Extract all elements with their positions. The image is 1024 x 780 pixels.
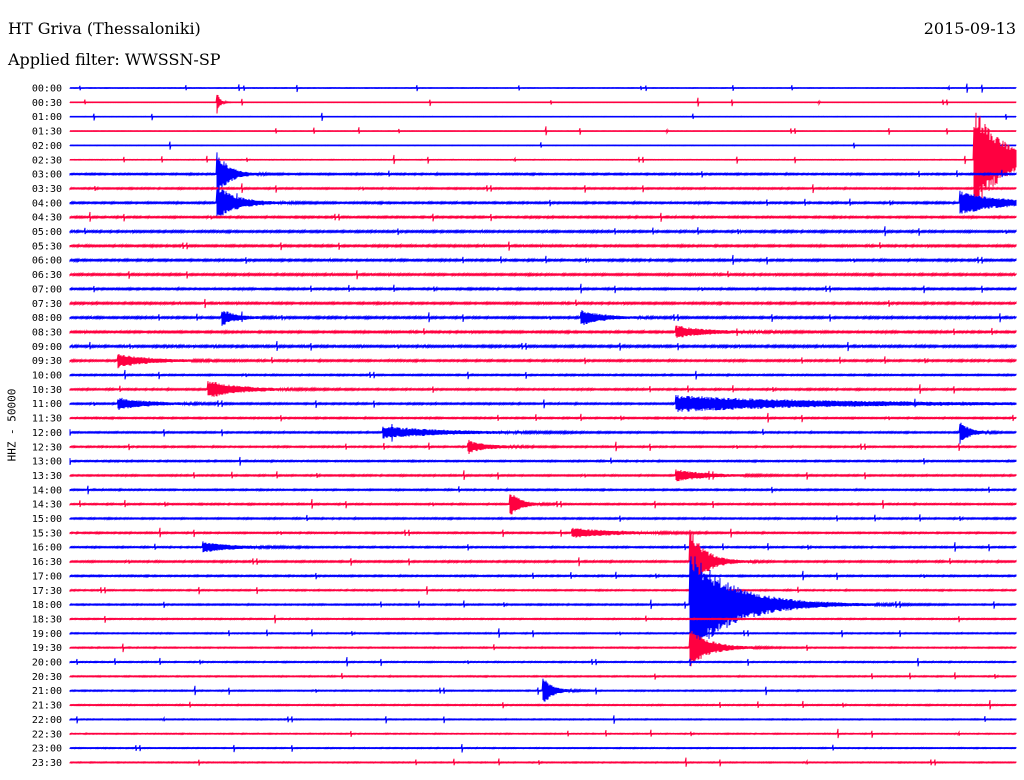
row-time-label: 05:00	[32, 227, 62, 238]
row-time-label: 23:00	[32, 744, 62, 755]
row-time-label: 09:00	[32, 342, 62, 353]
row-time-label: 13:00	[32, 457, 62, 468]
row-time-label: 22:30	[32, 729, 62, 740]
trace-row	[69, 112, 1017, 210]
row-time-label: 08:30	[32, 327, 62, 338]
row-time-label: 08:00	[32, 313, 62, 324]
row-time-label: 10:30	[32, 385, 62, 396]
row-time-label: 22:00	[32, 715, 62, 726]
trace-row	[69, 556, 1017, 655]
row-time-label: 18:00	[32, 600, 62, 611]
row-time-label: 15:00	[32, 514, 62, 525]
row-time-label: 12:00	[32, 428, 62, 439]
row-time-label: 06:00	[32, 256, 62, 267]
row-time-label: 06:30	[32, 270, 62, 281]
row-time-label: 23:30	[32, 758, 62, 769]
trace-row	[69, 186, 1017, 217]
row-time-label: 04:00	[32, 198, 62, 209]
row-time-label: 03:30	[32, 184, 62, 195]
row-time-label: 01:00	[32, 112, 62, 123]
filter-label: Applied filter: WWSSN-SP	[8, 50, 221, 69]
trace-row	[69, 152, 1017, 192]
row-time-label: 18:30	[32, 614, 62, 625]
row-time-label: 02:00	[32, 141, 62, 152]
row-time-label: 16:30	[32, 557, 62, 568]
row-time-label: 01:30	[32, 127, 62, 138]
row-time-label: 10:00	[32, 371, 62, 382]
row-time-label: 17:00	[32, 571, 62, 582]
row-time-label: 15:30	[32, 528, 62, 539]
row-time-label: 11:30	[32, 414, 62, 425]
row-time-label: 03:00	[32, 170, 62, 181]
row-time-label: 07:00	[32, 284, 62, 295]
row-time-label: 05:30	[32, 241, 62, 252]
trace-row	[69, 422, 1017, 444]
trace-row	[69, 94, 1017, 114]
row-time-label: 13:30	[32, 471, 62, 482]
row-time-label: 20:30	[32, 672, 62, 683]
row-time-label: 04:30	[32, 213, 62, 224]
row-time-label: 02:30	[32, 155, 62, 166]
row-time-label: 07:30	[32, 299, 62, 310]
row-time-label: 17:30	[32, 586, 62, 597]
row-time-label: 14:00	[32, 485, 62, 496]
record-date: 2015-09-13	[923, 19, 1016, 38]
row-time-label: 21:30	[32, 701, 62, 712]
row-time-label: 09:30	[32, 356, 62, 367]
row-time-label: 12:30	[32, 442, 62, 453]
row-time-label: 20:00	[32, 658, 62, 669]
row-time-label: 21:00	[32, 686, 62, 697]
row-time-label: 11:00	[32, 399, 62, 410]
station-title: HT Griva (Thessaloniki)	[8, 19, 201, 38]
row-time-label: 14:30	[32, 500, 62, 511]
row-time-label: 00:00	[32, 84, 62, 95]
trace-row	[69, 529, 1017, 591]
row-time-label: 19:00	[32, 629, 62, 640]
row-time-label: 19:30	[32, 643, 62, 654]
row-time-label: 00:30	[32, 98, 62, 109]
row-time-label: 16:00	[32, 543, 62, 554]
